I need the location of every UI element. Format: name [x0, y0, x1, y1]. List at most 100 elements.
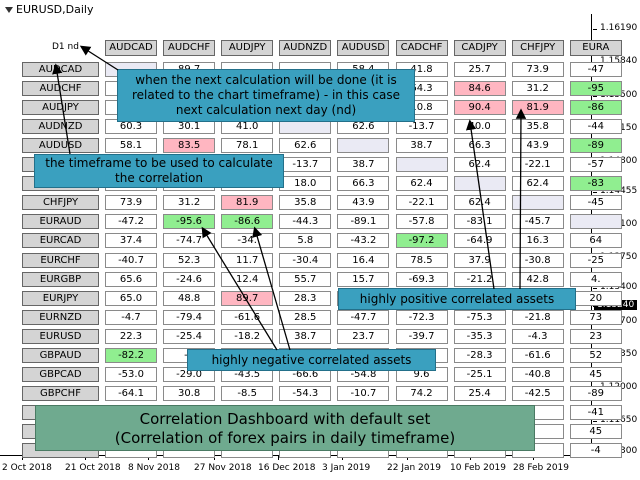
x-tick-label: 10 Feb 2019 [450, 463, 507, 473]
correlation-cell: 64 [569, 233, 622, 249]
correlation-cell: 66.3 [337, 176, 390, 192]
correlation-cell: 16.4 [337, 252, 390, 268]
x-tick-label: 16 Dec 2018 [258, 463, 316, 473]
x-tick-label: 22 Jan 2019 [387, 463, 441, 473]
column-header: AUDCHF [163, 40, 216, 56]
correlation-cell: 25.7 [453, 62, 506, 77]
correlation-cell: 83.5 [163, 138, 216, 154]
y-tick [593, 421, 597, 422]
row-header: GBPAUD [22, 347, 99, 363]
row-header: EURAUD [22, 214, 99, 230]
note-timeframe: the timeframe to be used to calculate th… [34, 154, 284, 188]
correlation-cell: 73 [569, 309, 622, 325]
correlation-cell: -79.4 [163, 309, 216, 325]
correlation-cell: 37.4 [105, 233, 157, 249]
correlation-cell: -75.3 [453, 309, 506, 325]
correlation-cell: 73.9 [105, 195, 157, 211]
correlation-cell: -22.1 [511, 157, 564, 173]
y-tick [593, 96, 597, 97]
correlation-cell: -54.3 [279, 385, 332, 401]
correlation-cell: 43.9 [337, 195, 390, 211]
correlation-cell: -47.7 [337, 309, 390, 325]
x-tick [533, 456, 534, 460]
y-tick-label: 1.13400 [600, 282, 638, 292]
correlation-cell: 4. [569, 271, 622, 287]
x-tick [470, 456, 471, 460]
correlation-cell: 89.7 [221, 290, 274, 306]
correlation-cell: -69.3 [395, 271, 448, 287]
correlation-cell: -82.2 [105, 347, 157, 363]
correlation-cell: 35.8 [511, 119, 564, 135]
correlation-cell: 58.1 [105, 138, 157, 154]
y-tick [593, 288, 597, 289]
correlation-cell: 28.3 [279, 290, 332, 306]
row-header: EURJPY [22, 290, 99, 306]
correlation-cell: -4.7 [105, 309, 157, 325]
correlation-cell: -13.7 [279, 157, 332, 173]
correlation-cell: 62.4 [453, 195, 506, 211]
correlation-cell: 11.7 [221, 252, 274, 268]
correlation-cell: -43.2 [337, 233, 390, 249]
correlation-cell: -39.7 [395, 328, 448, 344]
row-header: AUDCHF [22, 81, 99, 97]
row-header: AUDUSD [22, 138, 99, 154]
correlation-cell: 28.5 [279, 309, 332, 325]
x-tick-label: 21 Oct 2018 [65, 463, 121, 473]
column-header: AUDNZD [279, 40, 332, 56]
correlation-cell [511, 195, 564, 211]
time-axis[interactable]: 2 Oct 2018 21 Oct 2018 8 Nov 2018 27 Nov 20… [0, 456, 592, 480]
correlation-cell: -89.1 [337, 214, 390, 230]
correlation-cell: -95.6 [163, 214, 216, 230]
correlation-cell: 38.7 [337, 157, 390, 173]
y-tick-label: 1.11650 [600, 415, 638, 425]
correlation-cell: -42.5 [511, 385, 564, 401]
correlation-cell: -18.2 [221, 328, 274, 344]
correlation-cell: 66.3 [453, 138, 506, 154]
correlation-cell: -25 [569, 252, 622, 268]
correlation-cell: 78.1 [221, 138, 274, 154]
column-header: EURA [569, 40, 622, 56]
y-tick-label: 1.16190 [600, 23, 638, 33]
correlation-cell: -89 [569, 385, 622, 401]
correlation-cell: 78.5 [395, 252, 448, 268]
correlation-cell [569, 214, 622, 230]
correlation-cell: 40.0 [453, 119, 506, 135]
x-tick-label: 3 Jan 2019 [322, 463, 371, 473]
correlation-cell: 74.2 [395, 385, 448, 401]
correlation-cell: -21.8 [511, 309, 564, 325]
correlation-cell: -57 [569, 157, 622, 173]
correlation-cell: -35.3 [453, 328, 506, 344]
correlation-cell: 84.6 [453, 81, 506, 97]
correlation-cell: 35.8 [279, 195, 332, 211]
correlation-cell: 52 [569, 347, 622, 363]
correlation-cell: 15.7 [337, 271, 390, 287]
correlation-cell: 62.4 [511, 176, 564, 192]
correlation-cell: -40.7 [105, 252, 157, 268]
row-header: EURNZD [22, 309, 99, 325]
correlation-cell [453, 176, 506, 192]
correlation-cell: 25.4 [453, 385, 506, 401]
chart-title[interactable]: EURUSD,Daily [5, 3, 93, 16]
column-header: AUDJPY [221, 40, 274, 56]
correlation-cell: -22.1 [395, 195, 448, 211]
correlation-cell: -44.3 [279, 214, 332, 230]
correlation-cell: 42.8 [511, 271, 564, 287]
correlation-cell: -30.8 [511, 252, 564, 268]
correlation-cell: 18.0 [279, 176, 332, 192]
column-header: AUDUSD [337, 40, 390, 56]
column-header: AUDCAD [105, 40, 157, 56]
column-header: CADCHF [395, 40, 448, 56]
x-tick-label: 28 Feb 2019 [513, 463, 570, 473]
note-positive: highly positive correlated assets [338, 288, 576, 310]
correlation-cell: -45.7 [511, 214, 564, 230]
correlation-cell: 22.3 [105, 328, 157, 344]
row-header: GBPCHF [22, 385, 99, 401]
correlation-cell: 90.4 [453, 100, 506, 116]
correlation-cell: -40.8 [511, 366, 564, 382]
column-header: CADJPY [453, 40, 506, 56]
correlation-cell: -34. [221, 233, 274, 249]
dropdown-triangle-icon[interactable] [5, 6, 13, 13]
correlation-cell: -61.6 [511, 347, 564, 363]
correlation-cell: -57.8 [395, 214, 448, 230]
correlation-cell: -10.7 [337, 385, 390, 401]
